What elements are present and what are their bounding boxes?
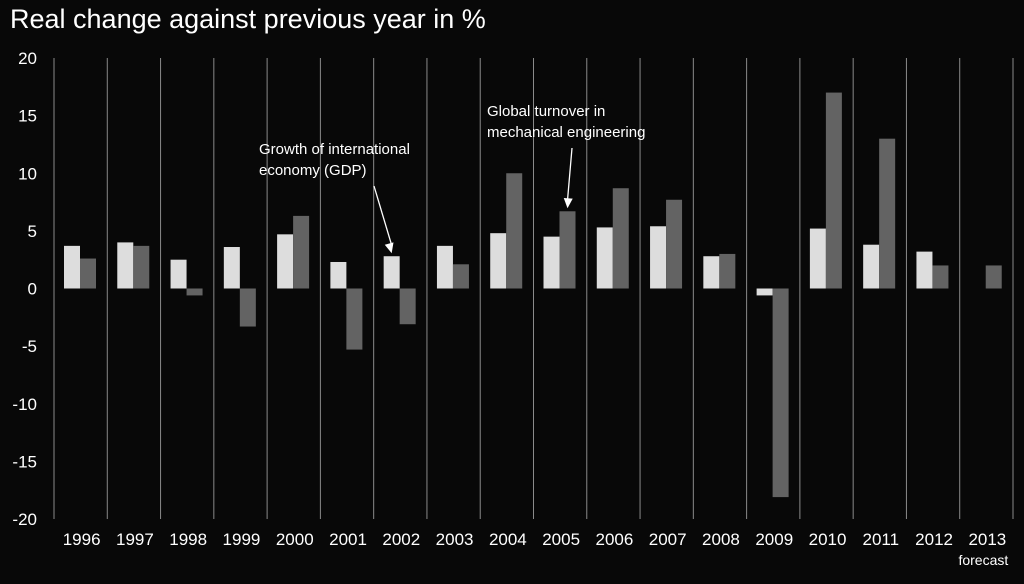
y-tick-label: 0 (28, 280, 37, 299)
bar-series-1-1997 (117, 242, 134, 289)
bar-series-2-2006 (612, 188, 629, 289)
x-tick-label: 2003 (436, 530, 474, 549)
bar-series-2-2003 (452, 264, 469, 289)
bar-series-2-2000 (293, 215, 310, 289)
annotation-text: Global turnover in (487, 103, 605, 120)
annotation-arrow (373, 185, 393, 246)
bar-series-2-2011 (879, 138, 896, 289)
x-tick-label: 2010 (809, 530, 847, 549)
bar-series-2-2012 (932, 265, 949, 289)
x-tick-label: 2013 (968, 530, 1006, 549)
bar-series-1-2000 (277, 234, 294, 289)
y-tick-label: -20 (12, 510, 37, 529)
x-tick-label: 2001 (329, 530, 367, 549)
y-tick-label: 5 (28, 222, 37, 241)
y-tick-label: 20 (18, 49, 37, 68)
x-tick-label: 2012 (915, 530, 953, 549)
bar-series-2-2010 (825, 92, 842, 289)
bar-series-1-2010 (809, 228, 826, 289)
bar-series-1-2003 (436, 245, 453, 289)
bar-series-1-2001 (330, 261, 347, 289)
y-tick-label: 15 (18, 107, 37, 126)
x-tick-label: 2004 (489, 530, 527, 549)
bar-series-2-1996 (80, 258, 96, 289)
bar-series-1-2005 (543, 236, 560, 289)
bar-series-2-1999 (239, 288, 256, 327)
x-tick-label: 2000 (276, 530, 314, 549)
bar-series-1-2006 (596, 227, 613, 289)
annotation-arrow (566, 147, 573, 201)
x-tick-label: 1999 (223, 530, 261, 549)
x-tick-label: 2009 (755, 530, 793, 549)
bar-series-2-2009 (772, 288, 789, 498)
x-tick-label: 2006 (596, 530, 634, 549)
y-tick-label: -15 (12, 452, 37, 471)
bar-series-2-2002 (399, 288, 416, 325)
annotation-text: mechanical engineering (487, 124, 645, 141)
bar-series-1-2007 (650, 226, 667, 289)
annotation-arrowhead (563, 197, 573, 209)
x-tick-label: 2011 (863, 530, 900, 549)
x-tick-label: 1998 (169, 530, 207, 549)
x-tick-sublabel: forecast (958, 552, 1008, 568)
bar-series-1-2012 (916, 251, 933, 289)
bar-series-2-1997 (133, 245, 150, 289)
annotation-text: economy (GDP) (259, 162, 367, 179)
y-tick-label: -10 (12, 395, 37, 414)
chart-title: Real change against previous year in % (10, 4, 486, 34)
bar-series-2-1998 (186, 288, 203, 296)
bar-series-1-2008 (703, 256, 720, 289)
x-tick-label: 2005 (542, 530, 580, 549)
x-tick-label: 2007 (649, 530, 687, 549)
bar-series-1-1998 (170, 259, 187, 289)
bar-series-2-2013 (985, 265, 1002, 289)
bar-series-2-2004 (506, 173, 523, 289)
y-tick-label: 10 (18, 164, 37, 183)
x-tick-label: 2002 (382, 530, 420, 549)
annotation-arrowhead (384, 242, 394, 254)
x-tick-label: 1997 (116, 530, 154, 549)
bar-series-2-2001 (346, 288, 363, 350)
bar-series-2-2007 (666, 199, 683, 289)
y-tick-label: -5 (22, 337, 37, 356)
bar-series-1-2004 (490, 233, 507, 289)
annotation-text: Growth of international (259, 141, 410, 158)
bar-series-1-2011 (863, 244, 880, 289)
x-tick-label: 2008 (702, 530, 740, 549)
x-tick-label: 1996 (63, 530, 101, 549)
bar-series-1-2009 (756, 288, 773, 296)
bar-series-1-2002 (383, 256, 400, 289)
bar-series-1-1996 (64, 245, 80, 289)
bar-series-1-1999 (223, 247, 240, 289)
bar-series-2-2005 (559, 211, 576, 289)
bar-series-2-2008 (719, 253, 736, 289)
